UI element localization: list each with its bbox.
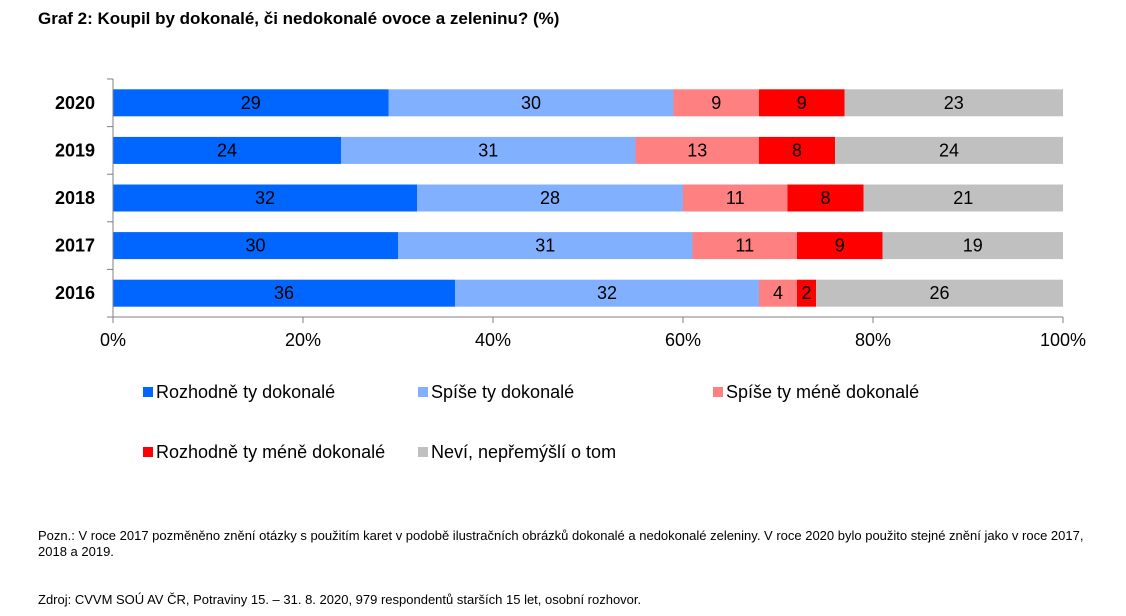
x-tick-label: 100% [1040,330,1086,350]
data-label: 23 [944,93,964,113]
data-label: 8 [820,188,830,208]
data-label: 8 [792,140,802,160]
bar-segment [388,89,674,117]
data-label: 9 [835,236,845,256]
data-label: 32 [255,188,275,208]
bar-segment [759,89,845,117]
data-label: 4 [773,283,783,303]
legend-swatch [713,387,723,397]
chart-title: Graf 2: Koupil by dokonalé, či nedokonal… [38,9,560,28]
data-label: 31 [535,236,555,256]
legend-label: Spíše ty dokonalé [431,382,574,402]
data-label: 36 [274,283,294,303]
x-tick-label: 0% [100,330,126,350]
data-label: 19 [963,236,983,256]
bar-segment [844,89,1063,117]
bar-segment [759,279,797,307]
category-label: 2018 [55,188,95,208]
bar-segment [692,232,797,260]
data-label: 2 [801,283,811,303]
data-label: 24 [217,140,237,160]
bar-segment [882,232,1063,260]
bar-segment [759,136,835,164]
bar-segment [797,279,816,307]
data-label: 24 [939,140,959,160]
data-label: 29 [241,93,261,113]
bar-segment [455,279,759,307]
chart-note: Pozn.: V roce 2017 pozměněno znění otázk… [38,528,1084,559]
data-label: 9 [797,93,807,113]
data-label: 30 [245,236,265,256]
legend-swatch [418,387,428,397]
data-label: 11 [726,188,745,208]
category-label: 2019 [55,140,95,160]
chart-source: Zdroj: CVVM SOÚ AV ČR, Potraviny 15. – 3… [38,592,642,607]
bar-segment [113,89,389,117]
legend-label: Rozhodně ty dokonalé [156,382,335,402]
legend-swatch [418,447,428,457]
data-label: 13 [687,140,707,160]
data-label: 30 [521,93,541,113]
bar-segment [398,232,693,260]
legend-swatch [143,387,153,397]
bar-segment [673,89,759,117]
category-label: 2017 [55,236,95,256]
legend-label: Rozhodně ty méně dokonalé [156,442,385,462]
category-label: 2020 [55,93,95,113]
legend-label: Neví, nepřemýšlí o tom [431,442,616,462]
x-tick-label: 80% [855,330,891,350]
category-label: 2016 [55,283,95,303]
data-label: 26 [929,283,949,303]
bar-segment [797,232,883,260]
x-tick-label: 60% [665,330,701,350]
legend-swatch [143,447,153,457]
bar-segment [341,136,636,164]
x-tick-label: 20% [285,330,321,350]
bar-segment [835,136,1063,164]
data-label: 11 [735,236,754,256]
data-label: 9 [711,93,721,113]
bar-segment [417,184,683,212]
bar-segment [113,136,341,164]
bar-segment [113,232,398,260]
bar-segment [787,184,864,212]
data-label: 21 [953,188,973,208]
x-tick-label: 40% [475,330,511,350]
bar-segment [635,136,759,164]
bar-segment [113,184,417,212]
bar-segment [683,184,788,212]
legend-label: Spíše ty méně dokonalé [726,382,919,402]
bar-segment [863,184,1063,212]
data-label: 28 [540,188,560,208]
data-label: 31 [478,140,498,160]
bar-segment [113,279,455,307]
bar-segment [816,279,1063,307]
data-label: 32 [597,283,617,303]
